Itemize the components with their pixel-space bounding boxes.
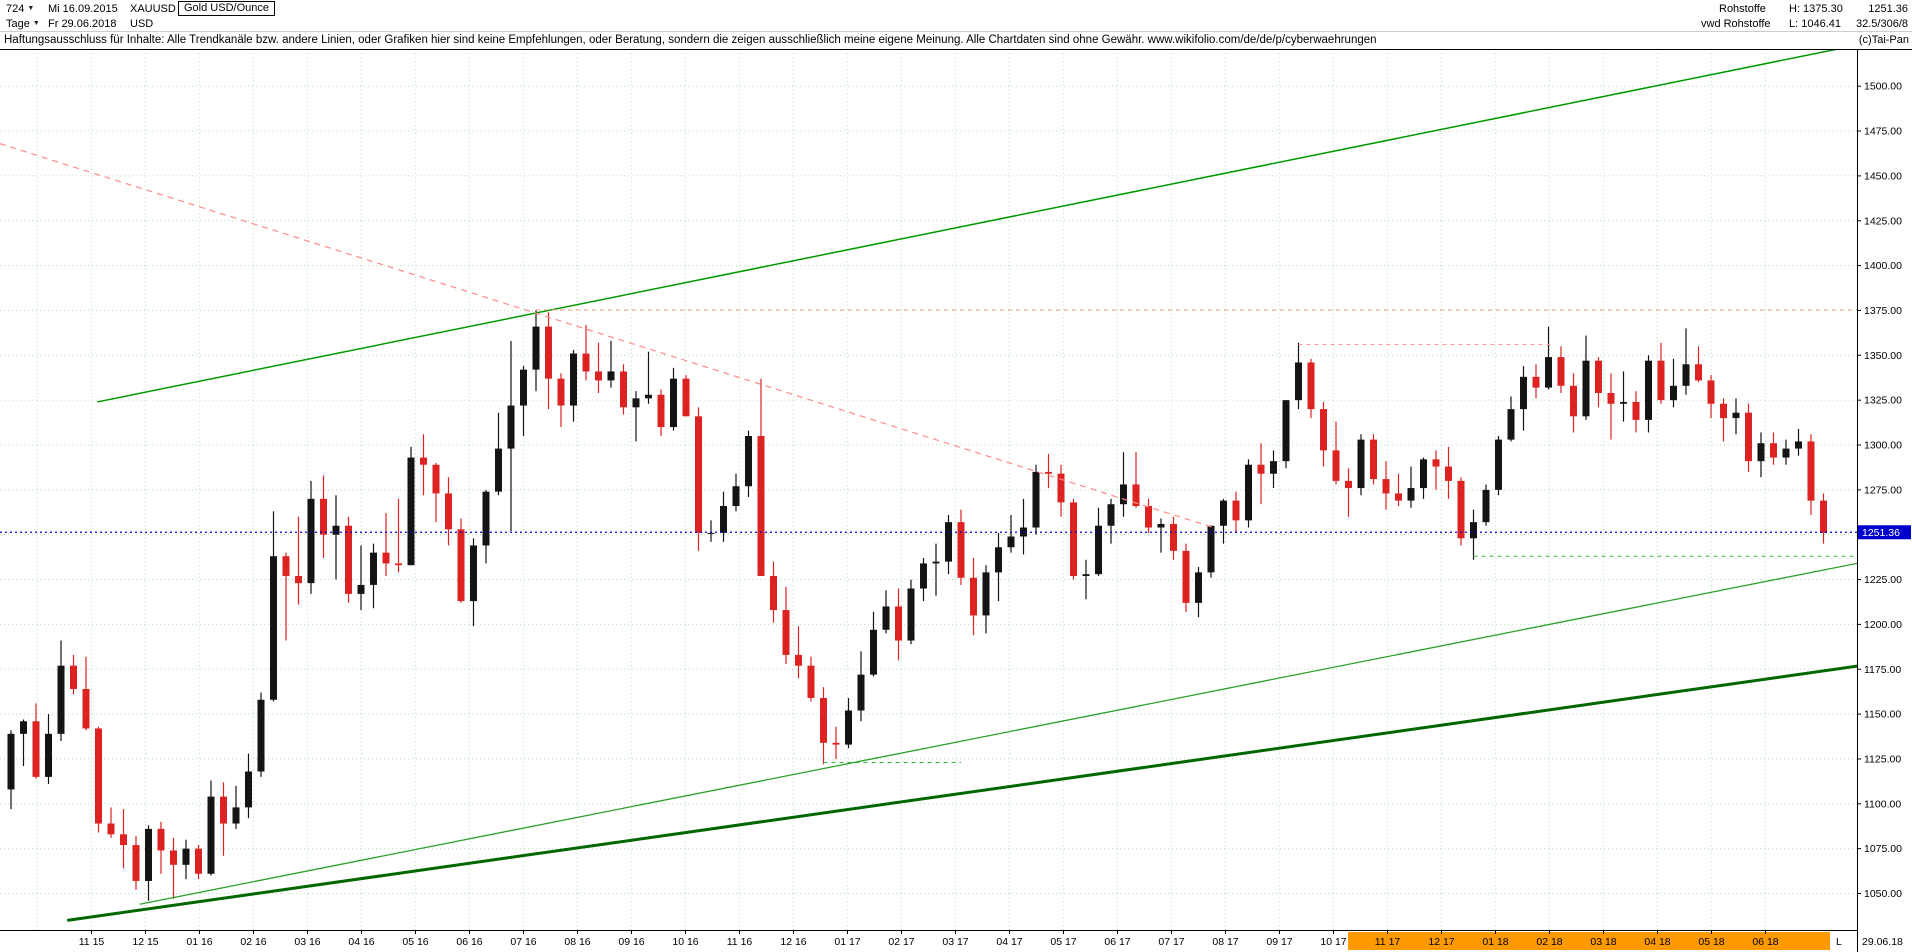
svg-text:01 17: 01 17: [834, 936, 860, 948]
caret-down-icon: ▼: [32, 20, 40, 27]
svg-text:1275.00: 1275.00: [1864, 484, 1902, 496]
svg-text:04 16: 04 16: [348, 936, 374, 948]
svg-text:1475.00: 1475.00: [1864, 126, 1902, 138]
period-value: Tage: [6, 18, 30, 30]
svg-text:1300.00: 1300.00: [1864, 440, 1902, 452]
trendline-downtrend-red-dashed[interactable]: [0, 143, 1214, 529]
disclaimer-text: Haftungsausschluss für Inhalte: Alle Tre…: [4, 34, 1377, 46]
period-low-label: L: 1046.41: [1789, 18, 1841, 30]
svg-text:01 16: 01 16: [186, 936, 212, 948]
svg-text:01 18: 01 18: [1482, 936, 1508, 948]
svg-text:04 17: 04 17: [996, 936, 1022, 948]
grid: [0, 49, 1857, 930]
caret-down-icon: ▼: [27, 5, 35, 12]
svg-text:12 17: 12 17: [1428, 936, 1454, 948]
disclaimer-row: Haftungsausschluss für Inhalte: Alle Tre…: [0, 32, 1912, 49]
svg-text:11 17: 11 17: [1375, 936, 1401, 948]
svg-text:07 16: 07 16: [510, 936, 536, 948]
svg-text:03 18: 03 18: [1590, 936, 1616, 948]
last-price-header: 1251.36: [1868, 3, 1908, 15]
svg-text:1325.00: 1325.00: [1864, 395, 1902, 407]
time-axis-labels: 11 15 12 15 01 16 02 16 03 16 04 16 05 16 06 16…: [79, 930, 1903, 948]
svg-text:09 17: 09 17: [1266, 936, 1292, 948]
svg-text:10 17: 10 17: [1320, 936, 1346, 948]
svg-text:08 17: 08 17: [1212, 936, 1238, 948]
price-chart-canvas[interactable]: 1500.00 1475.00 1450.00 1425.00 1400.00 1375.…: [0, 49, 1912, 952]
svg-text:1350.00: 1350.00: [1864, 350, 1902, 362]
svg-text:1075.00: 1075.00: [1864, 843, 1902, 855]
svg-text:1200.00: 1200.00: [1864, 619, 1902, 631]
stats-label: 32.5/306/8: [1856, 18, 1908, 30]
svg-text:1450.00: 1450.00: [1864, 170, 1902, 182]
period-dropdown[interactable]: Tage ▼: [6, 17, 40, 31]
copyright-label: (c)Tai-Pan: [1858, 34, 1909, 46]
last-date: 29.06.18: [1862, 936, 1903, 948]
end-date: Fr 29.06.2018: [48, 18, 117, 30]
svg-text:05 17: 05 17: [1050, 936, 1076, 948]
price-axis-labels: 1500.00 1475.00 1450.00 1425.00 1400.00 1375.…: [1857, 81, 1902, 900]
chart-header: 724 ▼ Mi 16.09.2015 XAUUSD Gold USD/Ounc…: [0, 0, 1912, 32]
svg-text:06 17: 06 17: [1104, 936, 1130, 948]
preset-value: 724: [6, 3, 25, 15]
trendline-longterm-support-thick[interactable]: [67, 658, 1911, 922]
svg-text:02 17: 02 17: [888, 936, 914, 948]
svg-text:04 18: 04 18: [1644, 936, 1670, 948]
trendline-upper-channel-green[interactable]: [97, 49, 1911, 403]
svg-text:1175.00: 1175.00: [1864, 664, 1901, 676]
svg-text:05 18: 05 18: [1698, 936, 1724, 948]
svg-text:1251.36: 1251.36: [1862, 527, 1900, 539]
svg-text:1150.00: 1150.00: [1864, 709, 1901, 721]
svg-text:12 15: 12 15: [132, 936, 158, 948]
preset-dropdown[interactable]: 724 ▼: [6, 2, 34, 16]
source-label: vwd Rohstoffe: [1701, 18, 1771, 30]
svg-text:09 16: 09 16: [618, 936, 644, 948]
svg-text:06 16: 06 16: [456, 936, 482, 948]
svg-text:1050.00: 1050.00: [1864, 888, 1902, 900]
svg-text:08 16: 08 16: [564, 936, 590, 948]
svg-text:1225.00: 1225.00: [1864, 574, 1902, 586]
svg-text:06 18: 06 18: [1752, 936, 1778, 948]
svg-text:03 17: 03 17: [942, 936, 968, 948]
last-marker: L: [1836, 936, 1842, 948]
currency-label: USD: [130, 18, 154, 30]
period-high-label: H: 1375.30: [1789, 3, 1843, 15]
svg-text:07 17: 07 17: [1158, 936, 1184, 948]
candlesticks: [7, 310, 1827, 901]
svg-text:11 15: 11 15: [79, 936, 105, 948]
svg-text:1375.00: 1375.00: [1864, 305, 1902, 317]
svg-text:1500.00: 1500.00: [1864, 81, 1902, 93]
trendlines: [0, 49, 1911, 922]
svg-text:10 16: 10 16: [672, 936, 698, 948]
svg-text:1125.00: 1125.00: [1864, 753, 1901, 765]
svg-text:1100.00: 1100.00: [1864, 798, 1901, 810]
svg-text:02 18: 02 18: [1536, 936, 1562, 948]
svg-text:1425.00: 1425.00: [1864, 215, 1902, 227]
svg-text:02 16: 02 16: [240, 936, 266, 948]
last-price-chip: 1251.36: [1858, 525, 1911, 540]
trendline-support-channel-green[interactable]: [139, 553, 1911, 905]
svg-text:12 16: 12 16: [780, 936, 806, 948]
svg-text:03 16: 03 16: [294, 936, 320, 948]
svg-text:11 16: 11 16: [727, 936, 753, 948]
start-date: Mi 16.09.2015: [48, 3, 118, 15]
highlighted-period: [1348, 932, 1830, 950]
category-label: Rohstoffe: [1719, 3, 1766, 15]
axis-lines: [0, 49, 1912, 952]
symbol-label: XAUUSD: [130, 3, 176, 15]
instrument-title: Gold USD/Ounce: [178, 1, 275, 16]
svg-text:05 16: 05 16: [402, 936, 428, 948]
svg-text:1400.00: 1400.00: [1864, 260, 1902, 272]
